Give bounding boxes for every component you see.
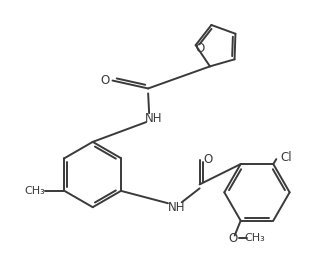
Text: O: O [100,74,109,87]
Text: CH₃: CH₃ [244,234,265,244]
Text: Cl: Cl [280,151,292,164]
Text: NH: NH [145,112,163,125]
Text: CH₃: CH₃ [25,186,45,196]
Text: O: O [228,232,237,245]
Text: O: O [195,42,204,55]
Text: NH: NH [168,201,186,214]
Text: O: O [203,153,212,166]
